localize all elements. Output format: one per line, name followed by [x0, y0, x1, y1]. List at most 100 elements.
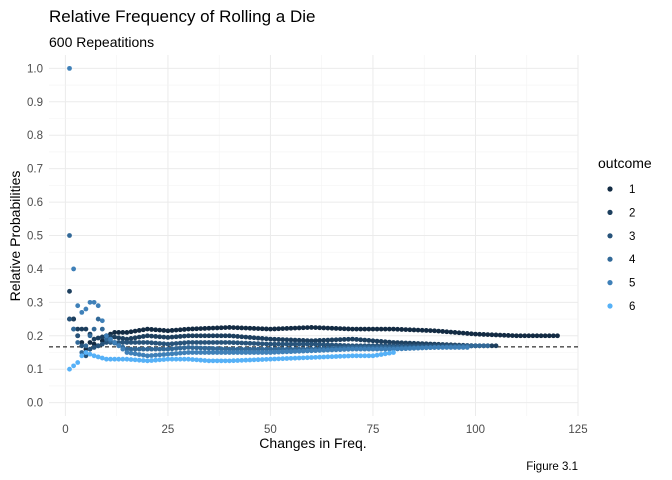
point-outcome-6: [79, 353, 85, 359]
point-outcome-1: [149, 327, 154, 332]
point-outcome-6: [190, 357, 195, 362]
point-outcome-4: [149, 346, 154, 352]
point-outcome-6: [165, 356, 171, 362]
point-outcome-1: [161, 328, 167, 333]
y-tick-label: 0.8: [27, 130, 43, 142]
point-outcome-5: [386, 346, 392, 352]
point-outcome-4: [206, 345, 212, 351]
point-outcome-6: [153, 357, 159, 363]
point-outcome-5: [87, 299, 93, 305]
point-outcome-1: [329, 325, 335, 331]
point-outcome-2: [120, 336, 126, 341]
point-outcome-1: [538, 333, 544, 339]
point-outcome-3: [157, 341, 163, 346]
point-outcome-1: [370, 326, 376, 332]
point-outcome-2: [333, 337, 339, 343]
point-outcome-3: [210, 340, 216, 345]
point-outcome-5: [354, 346, 359, 352]
point-outcome-3: [251, 341, 257, 346]
point-outcome-1: [169, 328, 175, 333]
point-outcome-2: [140, 334, 146, 339]
point-outcome-5: [313, 348, 318, 354]
point-outcome-1: [473, 331, 478, 337]
point-outcome-1: [91, 341, 97, 347]
point-outcome-1: [276, 326, 282, 332]
point-outcome-2: [206, 333, 212, 339]
point-outcome-4: [177, 345, 183, 351]
point-outcome-6: [341, 353, 347, 359]
point-outcome-5: [251, 350, 257, 355]
point-outcome-1: [124, 330, 130, 335]
point-outcome-6: [358, 353, 364, 359]
point-outcome-3: [104, 340, 109, 345]
point-outcome-5: [304, 348, 310, 354]
point-outcome-1: [268, 326, 273, 332]
point-outcome-4: [165, 346, 171, 352]
point-outcome-2: [255, 335, 261, 341]
point-outcome-1: [325, 325, 331, 331]
point-outcome-3: [218, 340, 224, 345]
point-outcome-2: [341, 337, 347, 342]
point-outcome-5: [403, 346, 409, 352]
point-outcome-4: [87, 333, 93, 339]
point-outcome-5: [448, 345, 454, 350]
legend-key-1: [607, 186, 613, 192]
point-outcome-2: [222, 333, 228, 339]
point-outcome-2: [243, 334, 249, 340]
point-outcome-2: [300, 338, 306, 343]
point-outcome-1: [79, 340, 85, 345]
point-outcome-6: [333, 354, 339, 359]
point-outcome-1: [489, 332, 495, 338]
point-outcome-2: [358, 337, 364, 343]
point-outcome-6: [181, 356, 187, 362]
point-outcome-3: [214, 340, 220, 345]
point-outcome-6: [136, 357, 142, 363]
point-outcome-4: [473, 343, 478, 349]
point-outcome-2: [181, 333, 187, 339]
point-outcome-1: [427, 328, 433, 333]
point-outcome-4: [239, 346, 245, 352]
point-outcome-5: [83, 306, 89, 312]
point-outcome-1: [419, 327, 425, 333]
point-outcome-2: [177, 334, 183, 339]
point-outcome-3: [132, 340, 138, 345]
point-outcome-6: [276, 356, 282, 362]
point-outcome-6: [231, 358, 236, 364]
point-outcome-6: [120, 356, 126, 362]
point-outcome-1: [128, 329, 134, 335]
point-outcome-2: [227, 333, 232, 339]
point-outcome-1: [263, 326, 269, 332]
x-tick-label: 75: [367, 424, 380, 436]
point-outcome-5: [67, 65, 72, 71]
point-outcome-4: [194, 345, 200, 351]
point-outcome-3: [247, 340, 253, 346]
point-outcome-1: [493, 332, 499, 338]
point-outcome-1: [374, 326, 380, 332]
point-outcome-1: [354, 326, 359, 332]
point-outcome-3: [259, 341, 265, 347]
point-outcome-6: [198, 357, 204, 363]
point-outcome-5: [317, 348, 323, 353]
point-outcome-3: [329, 342, 335, 348]
point-outcome-5: [341, 347, 347, 352]
point-outcome-1: [391, 326, 396, 332]
point-outcome-4: [91, 326, 97, 332]
point-outcome-1: [304, 325, 310, 330]
point-outcome-1: [235, 325, 241, 331]
point-outcome-2: [83, 326, 89, 332]
point-outcome-5: [218, 350, 224, 355]
point-outcome-4: [268, 346, 273, 352]
point-outcome-5: [276, 349, 282, 355]
point-outcome-5: [366, 346, 372, 352]
point-outcome-5: [288, 349, 294, 355]
point-outcome-1: [145, 326, 150, 332]
point-outcome-3: [243, 340, 249, 346]
legend: outcome 1 2 3 4 5 6: [598, 155, 652, 313]
point-outcome-1: [407, 327, 413, 333]
point-outcome-1: [395, 326, 400, 332]
data-points: [67, 65, 560, 372]
point-outcome-4: [181, 345, 187, 351]
point-outcome-2: [67, 288, 72, 294]
point-outcome-5: [149, 353, 154, 358]
point-outcome-1: [530, 333, 536, 339]
